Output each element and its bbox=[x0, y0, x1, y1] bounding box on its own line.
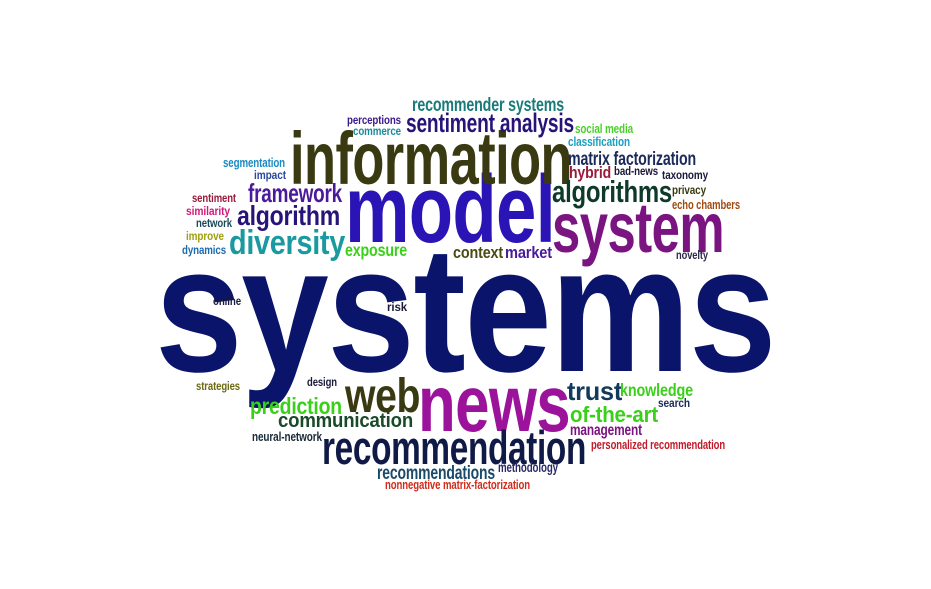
word-similarity: similarity bbox=[186, 205, 230, 218]
word-dynamics: dynamics bbox=[182, 244, 226, 257]
word-network: network bbox=[196, 217, 232, 230]
word-taxonomy: taxonomy bbox=[662, 169, 708, 182]
word-perceptions: perceptions bbox=[347, 114, 401, 127]
word-online: online bbox=[213, 295, 241, 308]
word-methodology: methodology bbox=[498, 459, 558, 476]
word-personalized-recommendation: personalized recommendation bbox=[591, 436, 725, 452]
word-recommender-systems: recommender systems bbox=[412, 94, 564, 116]
word-framework: framework bbox=[248, 180, 342, 209]
word-segmentation: segmentation bbox=[223, 154, 285, 170]
word-recommendation: recommendation bbox=[322, 421, 586, 475]
word-recommendations: recommendations bbox=[377, 462, 495, 484]
word-prediction: prediction bbox=[250, 393, 342, 420]
word-impact: impact bbox=[254, 169, 286, 182]
word-sentiment: sentiment bbox=[192, 192, 236, 205]
word-neural-network: neural-network bbox=[252, 428, 322, 444]
word-privacy: privacy bbox=[672, 184, 706, 197]
word-improve: improve bbox=[186, 230, 224, 243]
word-bad-news: bad-news bbox=[614, 165, 658, 178]
word-diversity: diversity bbox=[229, 224, 345, 263]
word-communication: communication bbox=[278, 408, 413, 432]
word-context: context bbox=[453, 243, 503, 263]
word-trust: trust bbox=[567, 378, 622, 407]
word-market: market bbox=[505, 243, 552, 263]
word-sentiment-analysis: sentiment analysis bbox=[406, 108, 574, 139]
word-search: search bbox=[658, 397, 690, 410]
word-matrix-factorization: matrix factorization bbox=[568, 148, 696, 170]
word-echo-chambers: echo chambers bbox=[672, 196, 740, 212]
word-classification: classification bbox=[568, 133, 630, 149]
word-model: model bbox=[345, 155, 556, 263]
word-knowledge: knowledge bbox=[620, 380, 693, 401]
word-novelty: novelty bbox=[676, 249, 708, 262]
word-information: information bbox=[290, 116, 573, 200]
word-strategies: strategies bbox=[196, 380, 240, 393]
word-hybrid: hybrid bbox=[569, 163, 611, 183]
word-social-media: social media bbox=[575, 120, 633, 136]
word-management: management bbox=[570, 422, 642, 440]
word-news: news bbox=[418, 359, 571, 449]
word-system: system bbox=[552, 188, 725, 268]
word-nonnegative-matrix-factorization: nonnegative matrix-factorization bbox=[385, 476, 530, 492]
word-risk: risk bbox=[387, 301, 407, 314]
word-algorithm: algorithm bbox=[237, 199, 340, 231]
word-algorithms: algorithms bbox=[552, 173, 672, 209]
word-systems: systems bbox=[155, 209, 777, 410]
word-of-the-art: of-the-art bbox=[570, 401, 658, 427]
word-exposure: exposure bbox=[345, 240, 407, 261]
word-commerce: commerce bbox=[353, 125, 401, 138]
word-design: design bbox=[307, 376, 337, 389]
word-web: web bbox=[345, 368, 420, 423]
